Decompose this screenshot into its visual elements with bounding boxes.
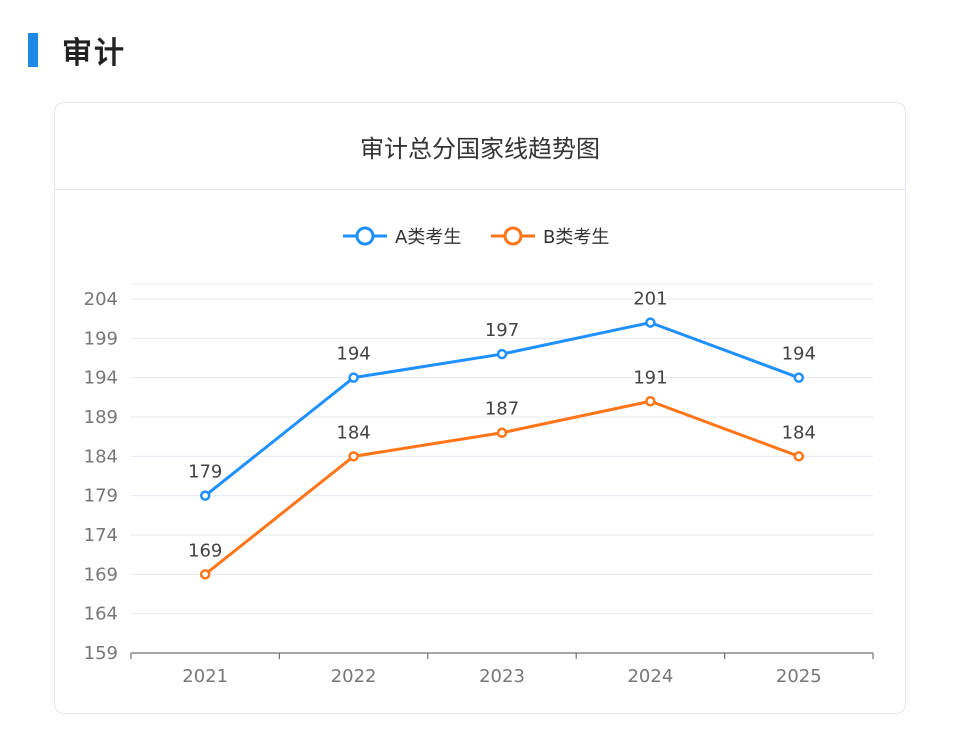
legend-marker[interactable]	[503, 226, 523, 246]
data-point[interactable]	[496, 348, 508, 360]
data-label: 197	[485, 320, 519, 341]
series-line-b	[204, 399, 800, 576]
data-label: 191	[633, 367, 667, 388]
data-point[interactable]	[199, 569, 211, 580]
data-label: 169	[188, 540, 222, 561]
section-header: 审计	[28, 30, 126, 71]
x-tick-label: 2022	[331, 666, 377, 687]
chart-card: 审计总分国家线趋势图	[54, 102, 906, 714]
data-point[interactable]	[793, 451, 805, 462]
data-point[interactable]	[348, 451, 359, 462]
y-tick-label: 199	[84, 328, 118, 349]
y-tick-label: 194	[84, 368, 118, 389]
legend-label[interactable]: B类考生	[543, 227, 609, 248]
data-point[interactable]	[199, 490, 211, 501]
section-title: 审计	[62, 36, 126, 71]
data-label: 187	[485, 399, 519, 420]
data-label: 201	[633, 289, 667, 310]
y-tick-label: 179	[84, 486, 118, 507]
x-tick-label: 2023	[479, 666, 525, 687]
data-label: 184	[782, 422, 816, 443]
data-label: 194	[782, 344, 816, 365]
x-tick-label: 2021	[182, 666, 228, 687]
data-point[interactable]	[496, 427, 508, 438]
data-point[interactable]	[645, 396, 656, 407]
data-label: 194	[336, 344, 370, 365]
data-point[interactable]	[348, 372, 359, 383]
x-tick-label: 2024	[627, 666, 673, 687]
section-accent-bar	[28, 33, 38, 67]
y-tick-label: 174	[84, 525, 118, 546]
x-tick-label: 2025	[776, 666, 822, 687]
y-tick-label: 164	[84, 604, 118, 625]
data-point[interactable]	[645, 317, 656, 328]
legend-label[interactable]: A类考生	[395, 227, 461, 248]
data-label: 179	[188, 462, 222, 483]
data-point[interactable]	[793, 372, 805, 383]
data-label: 184	[336, 422, 370, 443]
chart-card-header: 审计总分国家线趋势图	[55, 103, 905, 190]
y-tick-label: 204	[84, 289, 118, 310]
y-tick-label: 169	[84, 564, 118, 585]
chart-title: 审计总分国家线趋势图	[360, 134, 600, 163]
y-tick-label: 184	[84, 446, 118, 467]
legend-marker[interactable]	[355, 226, 375, 246]
y-tick-label: 189	[84, 407, 118, 428]
y-tick-label: 159	[84, 643, 118, 664]
